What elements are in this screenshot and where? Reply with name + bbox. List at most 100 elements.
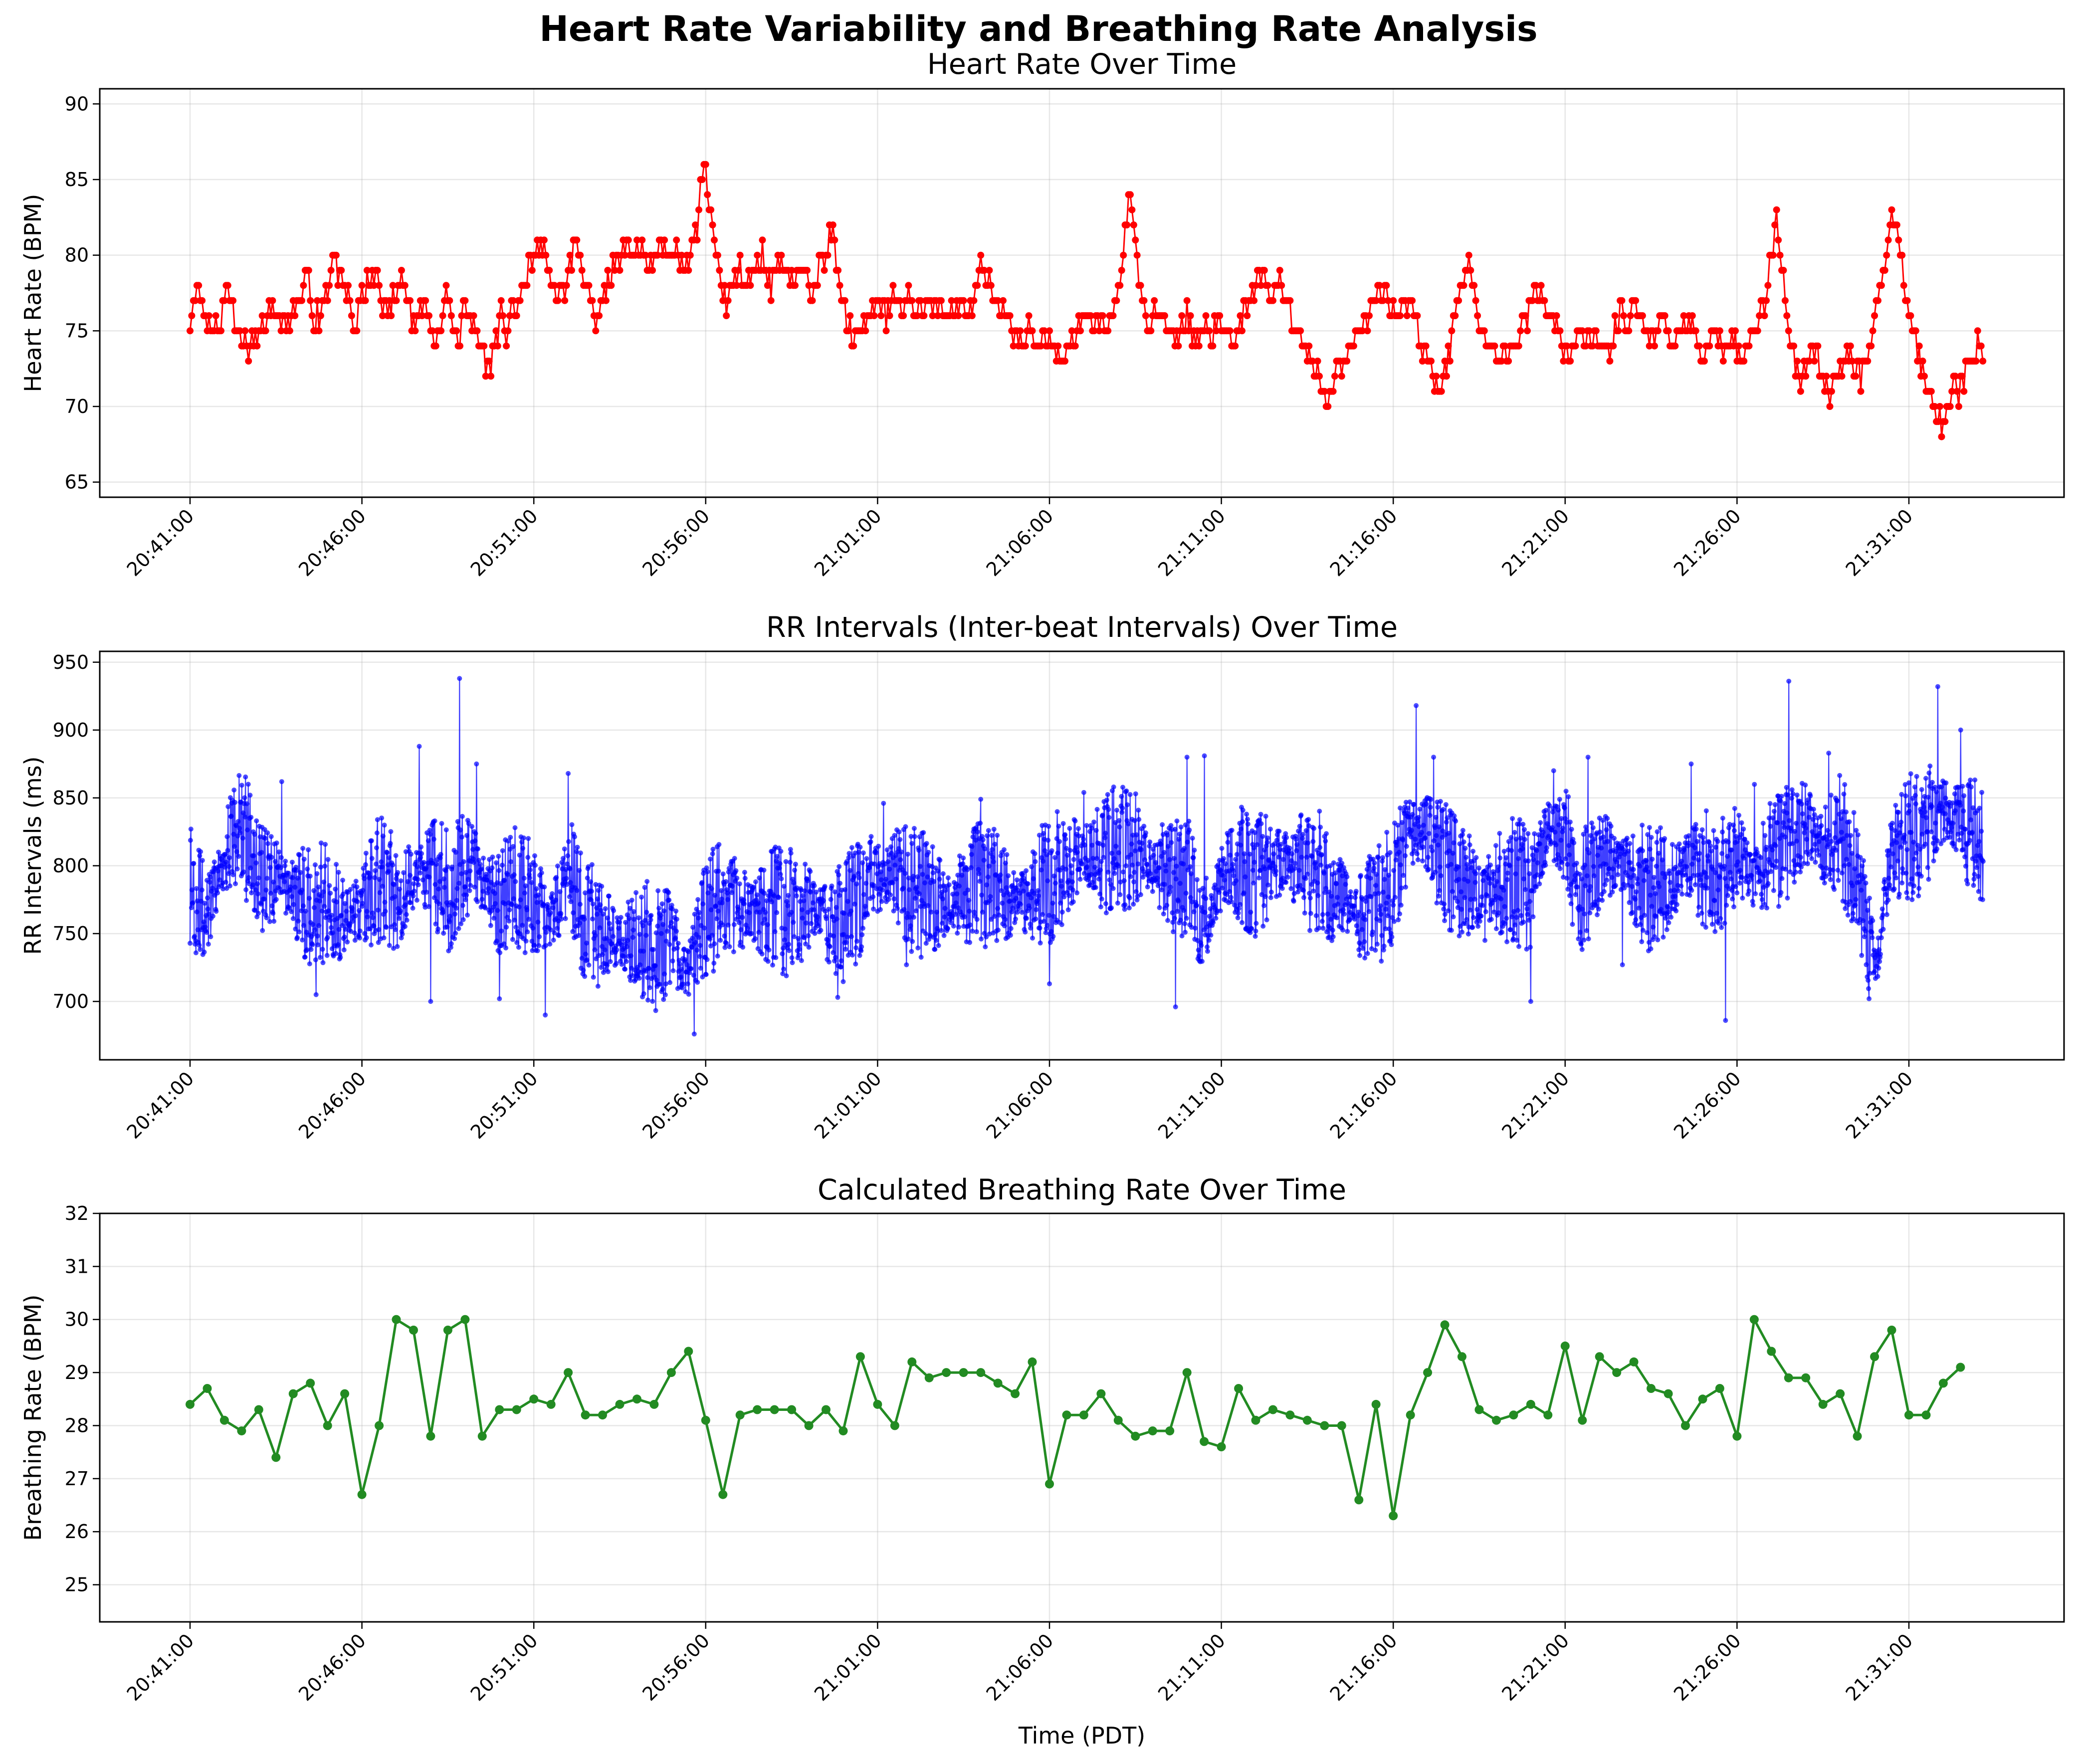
- data-point: [314, 871, 320, 876]
- data-point: [843, 940, 849, 945]
- data-point: [1429, 844, 1434, 850]
- data-point: [1696, 904, 1702, 910]
- data-point: [1014, 877, 1020, 883]
- data-point: [685, 981, 690, 986]
- data-point: [232, 844, 237, 849]
- data-point: [1651, 885, 1657, 890]
- data-point: [810, 900, 816, 906]
- data-point: [268, 891, 273, 896]
- data-point: [1600, 817, 1606, 823]
- data-point: [629, 973, 635, 979]
- data-point: [452, 936, 457, 941]
- data-point: [1885, 853, 1890, 858]
- data-point: [1774, 858, 1779, 864]
- data-point: [425, 838, 431, 843]
- data-point: [1652, 934, 1657, 940]
- data-point: [1728, 876, 1734, 882]
- data-point: [298, 297, 305, 304]
- data-point: [1088, 872, 1094, 877]
- data-point: [255, 911, 261, 916]
- data-point: [1553, 842, 1559, 848]
- data-point: [678, 251, 685, 259]
- data-point: [1451, 840, 1456, 845]
- data-point: [737, 881, 742, 887]
- data-point: [1960, 847, 1966, 852]
- data-point: [1601, 889, 1607, 894]
- data-point: [1393, 857, 1399, 863]
- data-point: [1647, 846, 1653, 852]
- data-point: [436, 886, 441, 892]
- data-point: [868, 839, 873, 844]
- data-point: [1544, 849, 1549, 854]
- data-point: [1260, 267, 1268, 274]
- data-point: [618, 915, 623, 920]
- data-point: [1403, 312, 1411, 319]
- data-point: [1449, 928, 1454, 933]
- data-point: [422, 297, 429, 304]
- data-point: [742, 901, 747, 907]
- data-point: [656, 906, 662, 911]
- data-point: [207, 879, 212, 885]
- data-point: [1630, 884, 1635, 889]
- data-point: [933, 932, 938, 937]
- data-point: [1519, 842, 1525, 847]
- data-point: [749, 931, 754, 936]
- data-point: [213, 909, 219, 914]
- data-point: [1052, 880, 1058, 886]
- data-point: [226, 871, 231, 876]
- data-point: [1649, 904, 1655, 909]
- data-point: [847, 868, 853, 873]
- data-point: [522, 950, 528, 956]
- data-point: [1630, 910, 1635, 915]
- data-point: [1387, 850, 1393, 855]
- data-point: [1700, 358, 1708, 365]
- data-point: [382, 822, 387, 828]
- data-point: [277, 327, 285, 335]
- data-point: [653, 1008, 658, 1013]
- data-point: [798, 887, 804, 893]
- data-point: [802, 888, 808, 894]
- data-point: [596, 888, 601, 893]
- data-point: [1374, 872, 1379, 877]
- data-point: [310, 942, 315, 948]
- data-point: [1557, 866, 1563, 871]
- data-point: [1013, 896, 1019, 901]
- data-point: [1045, 837, 1051, 843]
- data-point: [407, 297, 414, 304]
- data-point: [536, 943, 542, 948]
- data-point: [1542, 813, 1547, 819]
- data-point: [248, 865, 253, 871]
- data-point: [621, 954, 626, 959]
- data-point: [1948, 388, 1956, 395]
- data-point: [735, 267, 742, 274]
- data-point: [1184, 916, 1189, 921]
- data-point: [1294, 842, 1300, 847]
- data-point: [1761, 873, 1767, 879]
- data-point: [371, 923, 377, 929]
- data-point: [687, 970, 692, 976]
- data-point: [1963, 826, 1968, 832]
- data-point: [1389, 942, 1394, 948]
- data-point: [1240, 819, 1245, 824]
- data-point: [1938, 800, 1943, 806]
- data-point: [738, 940, 743, 945]
- data-point: [1120, 805, 1125, 811]
- data-point: [1861, 858, 1866, 863]
- data-point: [1610, 866, 1616, 872]
- data-point: [1574, 860, 1579, 866]
- data-point: [989, 833, 995, 838]
- data-point: [1858, 872, 1864, 878]
- data-point: [1845, 912, 1851, 918]
- data-point: [1573, 892, 1578, 897]
- data-point: [915, 874, 920, 880]
- data-point: [1216, 312, 1224, 319]
- data-point: [534, 900, 540, 905]
- data-point: [459, 813, 465, 819]
- data-point: [290, 916, 296, 921]
- data-point: [1605, 839, 1611, 844]
- data-point: [1173, 1004, 1178, 1009]
- data-point: [710, 846, 716, 852]
- data-point: [1364, 327, 1371, 335]
- data-point: [1534, 872, 1540, 877]
- data-point: [776, 895, 781, 900]
